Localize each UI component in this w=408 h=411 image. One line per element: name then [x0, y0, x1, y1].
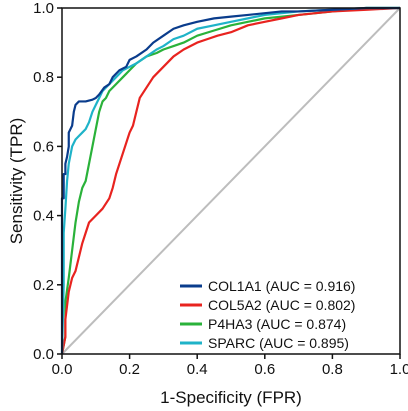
x-tick-label: 0.2 [119, 361, 140, 378]
reference-diagonal-line [61, 7, 401, 355]
y-tick-label: 0.4 [33, 208, 54, 225]
roc-curves [60, 6, 401, 355]
x-tick-label: 0.4 [187, 361, 208, 378]
legend-label-p4ha3: P4HA3 (AUC = 0.874) [208, 316, 346, 332]
x-axis-title: 1-Specificity (FPR) [160, 388, 302, 407]
legend-label-col5a2: COL5A2 (AUC = 0.802) [208, 297, 355, 313]
axes: 0.0 0.2 0.4 0.6 0.8 1.0 0.0 0.2 0.4 0.6 0.8 1.0 [33, 0, 408, 378]
legend-label-col1a1: COL1A1 (AUC = 0.916) [208, 278, 355, 294]
legend: COL1A1 (AUC = 0.916) COL5A2 (AUC = 0.802)… [180, 278, 355, 351]
y-tick-label: 0.8 [33, 69, 54, 86]
x-tick-label: 0.6 [254, 361, 275, 378]
y-axis-title: Sensitivity (TPR) [7, 118, 26, 245]
roc-curve-col5a2 [60, 6, 401, 355]
roc-curve-p4ha3 [60, 6, 400, 355]
plot-frame [61, 7, 401, 355]
x-tick-label: 1.0 [390, 361, 408, 378]
roc-curve-col1a1 [60, 6, 400, 354]
roc-curve-sparc [60, 6, 400, 355]
y-tick-label: 1.0 [33, 0, 54, 17]
x-tick-label: 0.0 [52, 361, 73, 378]
legend-label-sparc: SPARC (AUC = 0.895) [208, 335, 349, 351]
y-tick-label: 0.0 [33, 346, 54, 363]
y-tick-label: 0.2 [33, 277, 54, 294]
y-tick-label: 0.6 [33, 138, 54, 155]
x-tick-label: 0.8 [322, 361, 343, 378]
